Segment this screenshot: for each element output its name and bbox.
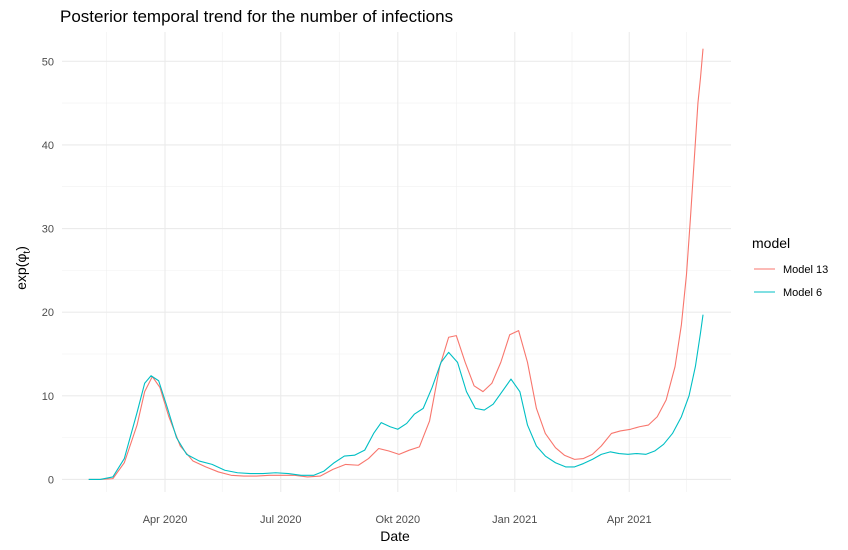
x-tick-label: Jul 2020 [260, 514, 302, 526]
legend-title: model [752, 235, 790, 251]
x-axis-title: Date [380, 528, 410, 544]
x-tick-labels: Apr 2020 Jul 2020 Okt 2020 Jan 2021 Apr 2021 [143, 514, 652, 526]
y-tick-labels: 0 10 20 30 40 50 [42, 56, 54, 486]
y-axis-title-close: ) [13, 246, 29, 251]
x-tick-label: Jan 2021 [492, 514, 537, 526]
legend-label: Model 6 [783, 287, 822, 299]
y-axis-title-main: exp(φ [13, 254, 29, 290]
y-tick-label: 0 [48, 474, 54, 486]
grid [62, 32, 731, 492]
y-tick-label: 50 [42, 56, 54, 68]
y-axis-title: exp(φt) [13, 246, 33, 290]
y-tick-label: 10 [42, 391, 54, 403]
series-layer [88, 48, 704, 480]
x-tick-label: Apr 2020 [143, 514, 188, 526]
chart-title: Posterior temporal trend for the number … [60, 7, 453, 26]
series-line-model-13 [88, 48, 704, 480]
y-axis-title-sub: t [22, 251, 33, 254]
y-tick-label: 20 [42, 307, 54, 319]
series-line-model-6 [88, 314, 704, 480]
y-tick-label: 40 [42, 140, 54, 152]
x-tick-label: Apr 2021 [607, 514, 652, 526]
legend-label: Model 13 [783, 264, 828, 276]
legend: model Model 13 Model 6 [752, 235, 828, 299]
y-tick-label: 30 [42, 224, 54, 236]
x-tick-label: Okt 2020 [375, 514, 420, 526]
